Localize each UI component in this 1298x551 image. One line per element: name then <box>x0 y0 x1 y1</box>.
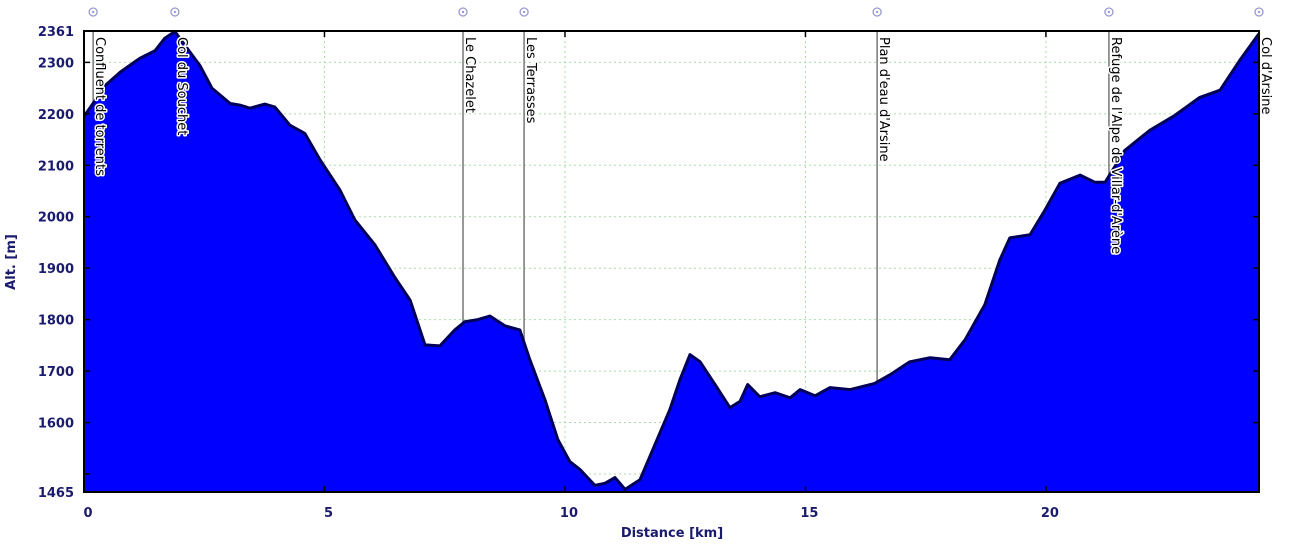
waypoint-icon-dot <box>461 10 465 14</box>
y-tick-label: 2000 <box>38 211 74 226</box>
x-tick-label: 10 <box>560 506 578 521</box>
waypoint-labels: Confluent de torrents Col du Souchet Le Ch… <box>88 7 1275 256</box>
ticks: 1465 1600 1700 1800 1900 2000 2100 2200 2300 2361… <box>38 25 1259 521</box>
x-tick-label: 0 <box>83 506 92 521</box>
x-axis-label: Distance [km] <box>621 526 723 541</box>
waypoint-lines <box>92 31 1110 383</box>
waypoint-icon <box>1104 7 1114 17</box>
y-tick-label: 1600 <box>38 417 74 432</box>
y-tick-label: 2361 <box>38 25 74 40</box>
waypoint-label: Les Terrasses <box>523 37 538 124</box>
elevation-area <box>84 31 1259 492</box>
waypoint-icon <box>458 7 468 17</box>
y-axis-label: Alt. [m] <box>4 234 19 290</box>
waypoint-label: Col d'Arsine <box>1258 37 1273 114</box>
waypoint-icon <box>1254 7 1264 17</box>
waypoint-icon-dot <box>91 10 95 14</box>
waypoint-icon <box>88 7 98 17</box>
waypoint-icon-dot <box>1257 10 1261 14</box>
waypoint-icon <box>872 7 882 17</box>
waypoint-icon <box>519 7 529 17</box>
waypoint-label: Col du Souchet <box>174 37 189 135</box>
waypoint-label: Confluent de torrents <box>92 37 107 176</box>
y-tick-label: 1800 <box>38 314 74 329</box>
y-tick-label: 2300 <box>38 56 74 71</box>
elevation-line <box>82 30 1261 491</box>
x-tick-label: 5 <box>324 506 333 521</box>
x-tick-label: 20 <box>1041 506 1059 521</box>
plot-frame <box>83 30 1260 493</box>
x-tick-label: 15 <box>800 506 818 521</box>
waypoint-icon <box>170 7 180 17</box>
y-tick-label: 2200 <box>38 108 74 123</box>
waypoint-label: Refuge de l'Alpe de Villar-d'Arène <box>1108 37 1123 254</box>
waypoint-icon-dot <box>875 10 879 14</box>
waypoint-label: Le Chazelet <box>462 37 477 113</box>
y-tick-label: 2100 <box>38 159 74 174</box>
waypoint-icon-dot <box>522 10 526 14</box>
y-tick-label: 1465 <box>38 486 74 501</box>
waypoint-icon-dot <box>1107 10 1111 14</box>
y-tick-label: 1700 <box>38 365 74 380</box>
waypoint-label: Plan d'eau d'Arsine <box>876 37 891 162</box>
y-tick-label: 1900 <box>38 262 74 277</box>
waypoint-icon-dot <box>173 10 177 14</box>
